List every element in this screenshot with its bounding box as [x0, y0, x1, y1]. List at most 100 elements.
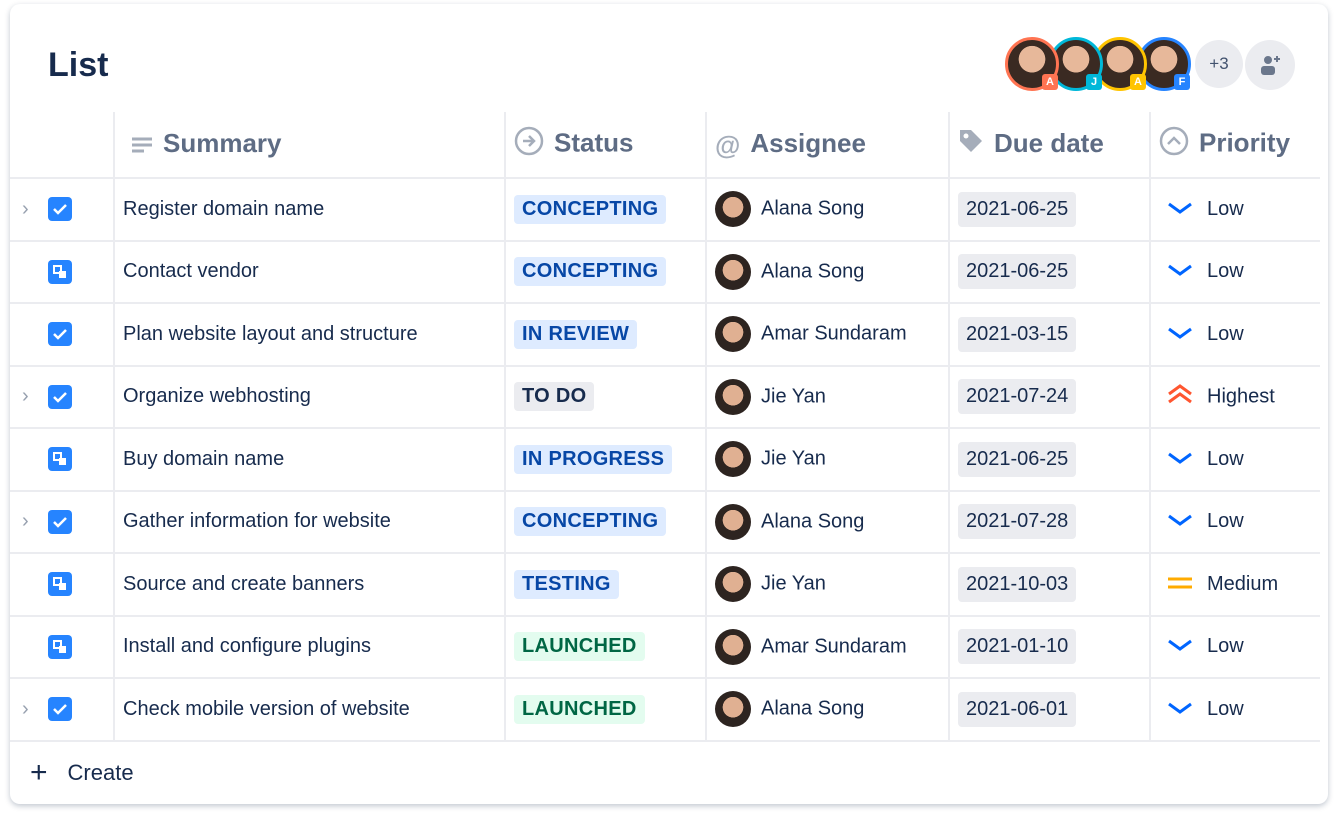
tag-icon [958, 128, 984, 161]
status-badge[interactable]: IN REVIEW [514, 319, 638, 349]
summary-cell[interactable]: Gather information for website [113, 489, 506, 554]
avatar [715, 253, 751, 290]
avatar-initial: A [1130, 74, 1146, 90]
status-cell[interactable]: TO DO [504, 364, 707, 429]
task-checkbox-icon [47, 509, 72, 534]
status-badge[interactable]: IN PROGRESS [514, 444, 673, 474]
create-button[interactable]: + Create [30, 756, 134, 789]
avatar [715, 566, 751, 603]
priority-cell[interactable]: Low [1149, 427, 1320, 492]
assignee-cell[interactable]: Amar Sundaram [705, 614, 950, 679]
column-summary[interactable]: Summary [113, 112, 506, 179]
assignee-cell[interactable]: Alana Song [705, 239, 950, 304]
due-date-cell[interactable]: 2021-06-25 [948, 239, 1151, 304]
due-date-cell[interactable]: 2021-03-15 [948, 302, 1151, 367]
assignee-cell[interactable]: Jie Yan [705, 427, 950, 492]
due-date-cell[interactable]: 2021-06-25 [948, 427, 1151, 492]
chevron-up-circle-icon [1159, 126, 1189, 163]
assignee-cell[interactable]: Alana Song [705, 489, 950, 554]
status-cell[interactable]: TESTING [504, 552, 707, 617]
assignee-cell[interactable]: Alana Song [705, 177, 950, 242]
column-status[interactable]: Status [504, 112, 707, 179]
column-priority[interactable]: Priority [1149, 112, 1320, 179]
status-badge[interactable]: CONCEPTING [514, 257, 667, 287]
summary-cell[interactable]: Source and create banners [113, 552, 506, 617]
priority-cell[interactable]: Low [1149, 614, 1320, 679]
status-badge[interactable]: TESTING [514, 569, 619, 599]
avatar-initial: J [1086, 74, 1102, 90]
add-people-button[interactable] [1245, 40, 1295, 90]
avatar [715, 316, 751, 353]
priority-cell[interactable]: Low [1149, 677, 1320, 742]
status-cell[interactable]: LAUNCHED [504, 677, 707, 742]
summary-cell[interactable]: Register domain name [113, 177, 506, 242]
column-due-date[interactable]: Due date [948, 112, 1151, 179]
collaborator-avatar[interactable]: A [1093, 37, 1147, 91]
status-badge[interactable]: CONCEPTING [514, 507, 667, 537]
arrow-circle-icon [514, 126, 544, 163]
priority-low-icon [1167, 635, 1197, 658]
priority-low-icon [1167, 698, 1197, 721]
avatar [715, 691, 751, 728]
table-row[interactable]: › Gather information for website CONCEPT… [10, 489, 1320, 554]
table-row[interactable]: Source and create banners TESTING Jie Ya… [10, 552, 1320, 617]
collaborator-avatars: A J A F +3 [1005, 37, 1243, 91]
expand-chevron-icon[interactable]: › [22, 510, 29, 533]
priority-cell[interactable]: Highest [1149, 364, 1320, 429]
table-row[interactable]: › Organize webhosting TO DO Jie Yan 2021… [10, 364, 1320, 429]
more-collaborators-button[interactable]: +3 [1195, 40, 1243, 88]
due-date-cell[interactable]: 2021-06-25 [948, 177, 1151, 242]
at-icon: @ [715, 129, 741, 160]
priority-low-icon [1167, 260, 1197, 283]
table-row[interactable]: Plan website layout and structure IN REV… [10, 302, 1320, 367]
due-date-cell[interactable]: 2021-07-24 [948, 364, 1151, 429]
due-date-cell[interactable]: 2021-10-03 [948, 552, 1151, 617]
expand-chevron-icon[interactable]: › [22, 697, 29, 720]
table-row[interactable]: › Register domain name CONCEPTING Alana … [10, 177, 1320, 242]
task-checkbox-icon [47, 697, 72, 722]
expand-chevron-icon[interactable]: › [22, 197, 29, 220]
table-row[interactable]: Buy domain name IN PROGRESS Jie Yan 2021… [10, 427, 1320, 492]
due-date-cell[interactable]: 2021-01-10 [948, 614, 1151, 679]
assignee-cell[interactable]: Jie Yan [705, 552, 950, 617]
collaborator-avatar[interactable]: A [1005, 37, 1059, 91]
table-row[interactable]: Install and configure plugins LAUNCHED A… [10, 614, 1320, 679]
assignee-cell[interactable]: Jie Yan [705, 364, 950, 429]
column-assignee[interactable]: @ Assignee [705, 112, 950, 179]
status-cell[interactable]: IN REVIEW [504, 302, 707, 367]
table-row[interactable]: Contact vendor CONCEPTING Alana Song 202… [10, 239, 1320, 304]
status-badge[interactable]: LAUNCHED [514, 632, 645, 662]
status-cell[interactable]: IN PROGRESS [504, 427, 707, 492]
status-badge[interactable]: TO DO [514, 382, 595, 412]
summary-cell[interactable]: Buy domain name [113, 427, 506, 492]
summary-cell[interactable]: Install and configure plugins [113, 614, 506, 679]
summary-cell[interactable]: Check mobile version of website [113, 677, 506, 742]
priority-cell[interactable]: Medium [1149, 552, 1320, 617]
status-cell[interactable]: CONCEPTING [504, 489, 707, 554]
status-badge[interactable]: CONCEPTING [514, 194, 667, 224]
avatar [715, 628, 751, 665]
due-date-cell[interactable]: 2021-07-28 [948, 489, 1151, 554]
subtask-icon [47, 447, 72, 472]
add-user-icon [1261, 56, 1280, 75]
summary-cell[interactable]: Contact vendor [113, 239, 506, 304]
subtask-icon [47, 572, 72, 597]
list-card: List A J A F +3 Summary Status @ Assignee Due… [10, 4, 1328, 804]
priority-cell[interactable]: Low [1149, 302, 1320, 367]
assignee-cell[interactable]: Alana Song [705, 677, 950, 742]
priority-low-icon [1167, 323, 1197, 346]
summary-cell[interactable]: Plan website layout and structure [113, 302, 506, 367]
subtask-icon [47, 634, 72, 659]
status-cell[interactable]: CONCEPTING [504, 177, 707, 242]
due-date-cell[interactable]: 2021-06-01 [948, 677, 1151, 742]
status-cell[interactable]: LAUNCHED [504, 614, 707, 679]
priority-cell[interactable]: Low [1149, 177, 1320, 242]
assignee-cell[interactable]: Amar Sundaram [705, 302, 950, 367]
priority-cell[interactable]: Low [1149, 239, 1320, 304]
summary-cell[interactable]: Organize webhosting [113, 364, 506, 429]
expand-chevron-icon[interactable]: › [22, 385, 29, 408]
priority-cell[interactable]: Low [1149, 489, 1320, 554]
status-cell[interactable]: CONCEPTING [504, 239, 707, 304]
table-row[interactable]: › Check mobile version of website LAUNCH… [10, 677, 1320, 742]
status-badge[interactable]: LAUNCHED [514, 694, 645, 724]
